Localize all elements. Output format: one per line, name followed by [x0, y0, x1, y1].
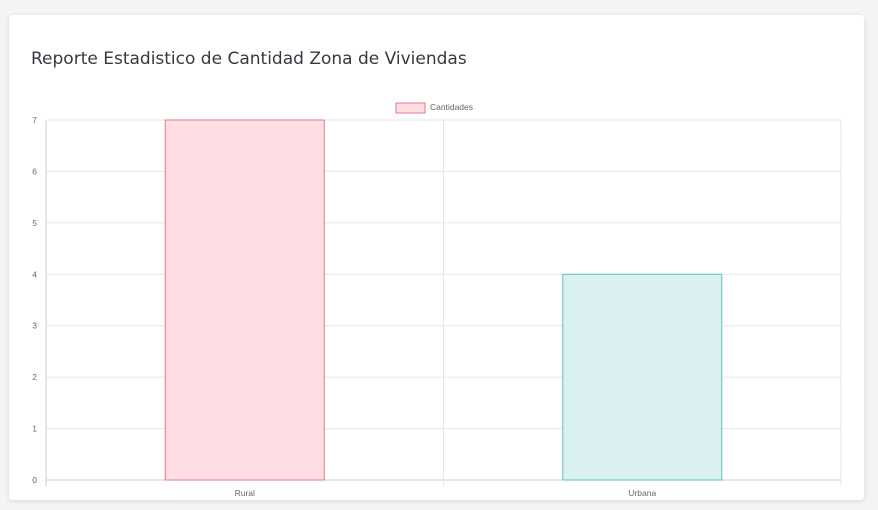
legend[interactable]: Cantidades [396, 102, 473, 113]
y-tick-label: 2 [32, 372, 37, 382]
x-tick-label: Urbana [628, 488, 656, 498]
legend-label[interactable]: Cantidades [430, 102, 473, 112]
y-tick-label: 7 [32, 115, 37, 125]
y-tick-label: 3 [32, 321, 37, 331]
bar[interactable] [165, 120, 324, 480]
chart-area: 0 1 2 3 4 5 6 7 Rural Urbana Cantidades [9, 15, 864, 500]
bar-chart: 0 1 2 3 4 5 6 7 Rural Urbana Cantidades [9, 15, 864, 500]
chart-card: Reporte Estadistico de Cantidad Zona de … [9, 15, 864, 500]
y-tick-label: 0 [32, 475, 37, 485]
y-tick-label: 6 [32, 166, 37, 176]
y-tick-label: 4 [32, 269, 37, 279]
bar[interactable] [563, 274, 722, 480]
y-tick-label: 5 [32, 218, 37, 228]
y-tick-label: 1 [32, 424, 37, 434]
x-tick-label: Rural [235, 488, 255, 498]
legend-swatch[interactable] [396, 103, 425, 113]
